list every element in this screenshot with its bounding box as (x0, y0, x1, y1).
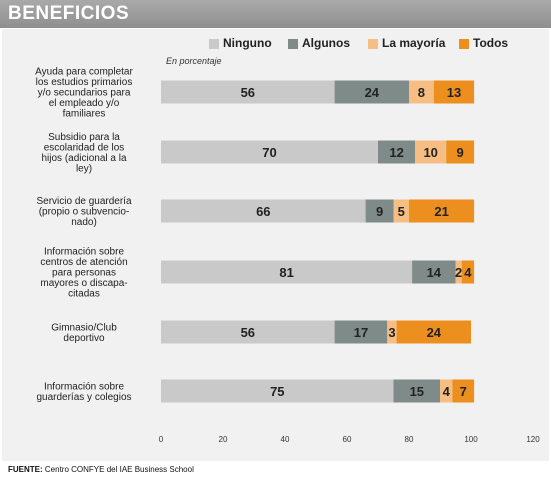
data-label: 15 (410, 384, 424, 399)
data-label: 17 (354, 325, 368, 340)
unit-note: En porcentaje (166, 56, 222, 66)
bar-segment (387, 320, 397, 344)
data-label: 56 (241, 85, 255, 100)
category-label: y/o secundarios para (38, 88, 131, 99)
data-label: 21 (434, 204, 448, 219)
category-label: Ayuda para completar (35, 67, 133, 78)
x-tick-label: 20 (219, 435, 228, 444)
x-tick-label: 80 (405, 435, 414, 444)
data-label: 24 (427, 325, 442, 340)
category-label: nado) (71, 217, 97, 228)
bar-segment (161, 80, 335, 104)
category-label: centros de atención (40, 257, 127, 268)
category-label: el empleado y/o (49, 98, 120, 109)
bar-segment (365, 199, 394, 223)
data-label: 75 (270, 384, 284, 399)
category-label: citadas (68, 289, 100, 300)
bar-segment (455, 260, 462, 284)
data-label: 81 (279, 265, 293, 280)
data-label: 3 (388, 325, 395, 340)
data-label: 70 (262, 145, 276, 160)
legend-swatch-algunos (288, 39, 298, 49)
bar-segment (415, 140, 447, 164)
category-label: familiares (63, 109, 106, 120)
source-text: Centro CONFYE del IAE Business School (44, 465, 194, 474)
data-label: 56 (241, 325, 255, 340)
bar-segment (378, 140, 416, 164)
legend-label-ninguno: Ninguno (223, 36, 272, 50)
data-label: 9 (456, 145, 463, 160)
category-label: Servicio de guardería (36, 196, 131, 207)
bar-segment (334, 80, 409, 104)
x-tick-label: 120 (526, 435, 540, 444)
category-label: ley) (76, 163, 92, 174)
bar-segment (446, 140, 475, 164)
category-label: escolaridad de los (44, 142, 125, 153)
data-label: 7 (460, 384, 467, 399)
bar-segment (393, 199, 409, 223)
data-label: 2 (455, 265, 462, 280)
bar-segment (412, 260, 456, 284)
category-label: los estudios primarios (36, 77, 133, 88)
data-label: 12 (389, 145, 403, 160)
bar-segment (461, 260, 475, 284)
category-label: para personas (52, 268, 116, 279)
bar-segment (409, 199, 475, 223)
data-label: 4 (443, 384, 451, 399)
header-bar: BENEFICIOS (0, 0, 551, 28)
x-tick-label: 60 (343, 435, 352, 444)
category-label: Información sobre (44, 247, 124, 258)
bar-segment (161, 199, 366, 223)
bar-segment (440, 379, 453, 403)
category-label: guarderías y colegios (36, 392, 131, 403)
bar-segment (433, 80, 475, 104)
legend-swatch-ninguno (209, 39, 219, 49)
bar-segment (409, 80, 434, 104)
bar-segment (161, 320, 335, 344)
category-label: deportivo (63, 333, 105, 344)
legend-swatch-todos (459, 39, 469, 49)
category-label: (propio o subvencio- (39, 207, 130, 218)
x-tick-label: 0 (159, 435, 164, 444)
data-label: 5 (398, 204, 405, 219)
data-label: 9 (376, 204, 383, 219)
legend-label-la-mayoria: La mayoría (382, 36, 446, 50)
legend-swatch-la-mayoria (368, 39, 378, 49)
data-label: 8 (418, 85, 425, 100)
legend-label-algunos: Algunos (302, 36, 350, 50)
chart-title: BENEFICIOS (8, 3, 130, 24)
bar-segment (334, 320, 388, 344)
source-label: FUENTE: (8, 465, 43, 474)
bar-segment (161, 260, 413, 284)
data-label: 10 (423, 145, 437, 160)
category-label: hijos (adicional a la (41, 153, 126, 164)
data-label: 14 (427, 265, 442, 280)
bar-segment (161, 379, 394, 403)
category-label: Subsidio para la (48, 132, 120, 143)
x-tick-label: 40 (281, 435, 290, 444)
source-note: FUENTE: Centro CONFYE del IAE Business S… (8, 465, 194, 474)
category-label: mayores o discapa- (40, 278, 127, 289)
category-label: Información sobre (44, 381, 124, 392)
legend: Ninguno Algunos La mayoría Todos (0, 36, 551, 51)
category-label: Gimnasio/Club (51, 322, 117, 333)
data-label: 13 (447, 85, 461, 100)
data-label: 4 (464, 265, 472, 280)
data-label: 66 (256, 204, 270, 219)
legend-label-todos: Todos (473, 36, 509, 50)
bar-segment (396, 320, 471, 344)
x-tick-label: 100 (464, 435, 478, 444)
bar-segment (452, 379, 475, 403)
bar-segment (161, 140, 378, 164)
bar-segment (393, 379, 440, 403)
data-label: 24 (365, 85, 380, 100)
